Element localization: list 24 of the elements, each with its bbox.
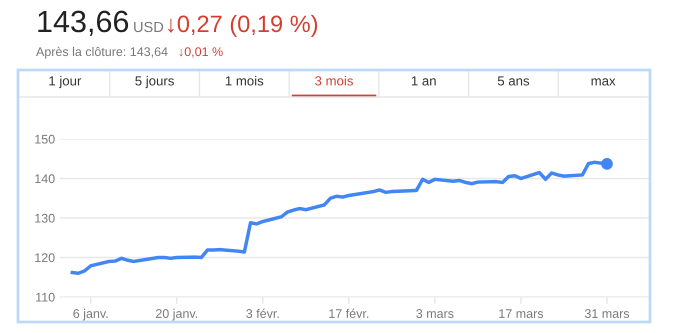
x-tick-label: 17 févr. [329, 308, 368, 318]
text: 1 jour [49, 76, 82, 88]
x-tick-label: 3 févr. [246, 308, 279, 318]
x-tick-label: 31 mars [584, 309, 630, 318]
x-tick-label: 20 janv. [156, 308, 198, 320]
y-tick-label: 140 [35, 174, 55, 184]
text: ↓0,01 % [180, 47, 223, 58]
x-tick-label: 17 mars [499, 309, 544, 318]
text: Après la clôture: 143,64 [36, 46, 168, 59]
x-tick-label: 3 mars [416, 309, 454, 318]
text: USD [134, 22, 164, 32]
text: 5 jours [135, 76, 174, 88]
text: 1 an [412, 76, 436, 86]
y-tick-label: 110 [36, 292, 55, 302]
y-tick-label: 150 [35, 134, 55, 144]
y-tick-label: 130 [35, 214, 55, 223]
text: max [592, 78, 616, 86]
y-tick-label: 120 [35, 253, 55, 262]
text: 1 mois [226, 76, 264, 86]
text: 3 mois [315, 76, 353, 86]
text: 5 ans [498, 76, 530, 86]
chart-title: 143,66 [38, 10, 128, 36]
text: ↓0,27 (0,19 %) [168, 14, 318, 37]
x-tick-label: 6 janv. [73, 308, 108, 320]
